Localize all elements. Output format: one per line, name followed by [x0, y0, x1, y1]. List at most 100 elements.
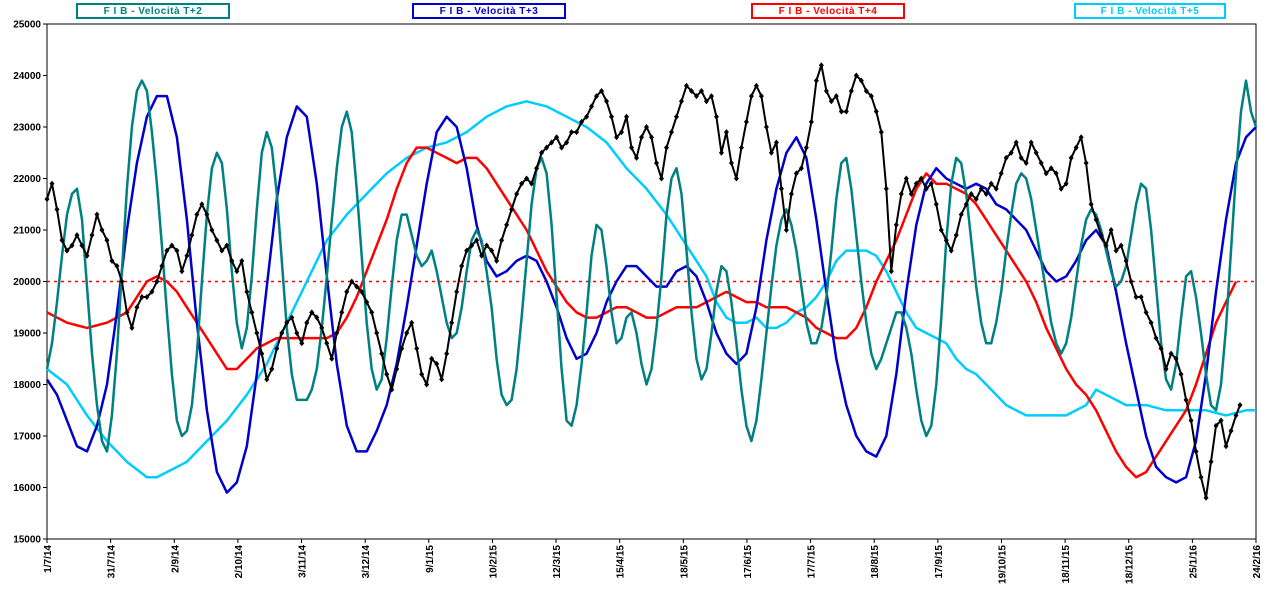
data-point [269, 366, 275, 373]
data-point [1193, 448, 1199, 455]
data-point [848, 87, 854, 94]
data-point [1233, 412, 1239, 419]
data-point [214, 237, 220, 244]
x-tick-label: 17/9/15 [934, 545, 945, 579]
data-point [768, 149, 774, 156]
data-point [823, 87, 829, 94]
legend-t3: F I B - Velocità T+3 [412, 3, 566, 19]
data-point [99, 227, 105, 233]
x-tick-label: 17/6/15 [743, 545, 754, 579]
data-point [1113, 247, 1119, 254]
data-point [209, 227, 215, 233]
data-point [309, 309, 315, 316]
data-point [748, 93, 754, 100]
data-point [928, 180, 934, 187]
data-point [923, 185, 929, 192]
data-point [953, 232, 959, 239]
data-point [509, 206, 515, 213]
data-point [274, 345, 280, 352]
data-point [184, 252, 190, 259]
data-point [1143, 309, 1149, 316]
data-point [658, 175, 664, 182]
x-tick-label: 2/10/14 [234, 545, 245, 579]
data-point [394, 366, 400, 373]
data-point [1108, 227, 1114, 233]
x-tick-label: 3/11/14 [298, 545, 309, 578]
data-point [1063, 180, 1069, 187]
data-point [249, 309, 255, 316]
data-point [758, 93, 764, 100]
data-point [284, 319, 290, 326]
data-point [978, 185, 984, 192]
data-point [888, 268, 894, 275]
x-tick-label: 10/2/15 [488, 545, 499, 579]
data-point [439, 376, 445, 383]
data-point [154, 278, 160, 285]
data-point [938, 227, 944, 233]
x-tick-label: 31/7/14 [107, 545, 118, 579]
y-tick-label: 20000 [13, 277, 41, 288]
data-point [294, 330, 300, 336]
data-point [673, 113, 679, 120]
data-point [134, 304, 140, 311]
data-point [489, 247, 495, 254]
data-point [539, 149, 545, 156]
data-point [54, 206, 60, 213]
y-tick-label: 18000 [13, 380, 41, 391]
data-point [564, 139, 570, 146]
data-point [698, 87, 704, 94]
data-point [688, 87, 694, 94]
data-point [369, 309, 375, 316]
data-point [514, 190, 520, 197]
data-point [244, 288, 250, 295]
data-point [663, 144, 669, 151]
data-point [1218, 417, 1224, 424]
data-point [549, 139, 555, 146]
data-point [718, 149, 724, 156]
data-point [499, 237, 505, 244]
data-point [419, 371, 425, 378]
data-point [129, 324, 135, 331]
data-point [1203, 494, 1209, 501]
data-point [589, 103, 595, 110]
data-point [59, 237, 65, 244]
legend-t5: F I B - Velocità T+5 [1074, 3, 1226, 19]
data-point [584, 113, 590, 120]
x-tick-label: 19/10/15 [997, 545, 1008, 584]
data-point [878, 129, 884, 136]
y-tick-label: 19000 [13, 329, 41, 340]
data-point [44, 196, 50, 203]
data-point [624, 113, 630, 120]
data-point [454, 288, 460, 295]
data-point [918, 175, 924, 182]
legend-t3-label: F I B - Velocità T+3 [439, 5, 539, 17]
data-point [1213, 422, 1219, 429]
data-point [409, 319, 415, 326]
data-point [379, 350, 385, 357]
data-point [838, 108, 844, 115]
legend-t2: F I B - Velocità T+2 [76, 3, 230, 19]
data-point [1138, 293, 1144, 300]
data-point [793, 170, 799, 177]
data-point [339, 309, 345, 316]
y-tick-label: 17000 [13, 432, 41, 443]
data-point [114, 263, 120, 270]
data-point [64, 247, 70, 254]
data-point [773, 139, 779, 146]
data-point [1237, 402, 1243, 409]
data-point [639, 134, 645, 141]
data-point [139, 293, 145, 300]
data-point [903, 175, 909, 182]
data-point [614, 134, 620, 141]
data-point [109, 257, 115, 264]
x-tick-label: 18/5/15 [679, 545, 690, 579]
x-tick-label: 17/7/15 [807, 545, 818, 579]
data-point [1033, 149, 1039, 156]
data-point [788, 190, 794, 197]
series-line-1 [45, 79, 1258, 453]
data-point [983, 190, 989, 197]
y-tick-label: 22000 [13, 174, 41, 185]
data-point [264, 376, 270, 383]
data-point [364, 299, 370, 306]
data-point [559, 144, 565, 151]
